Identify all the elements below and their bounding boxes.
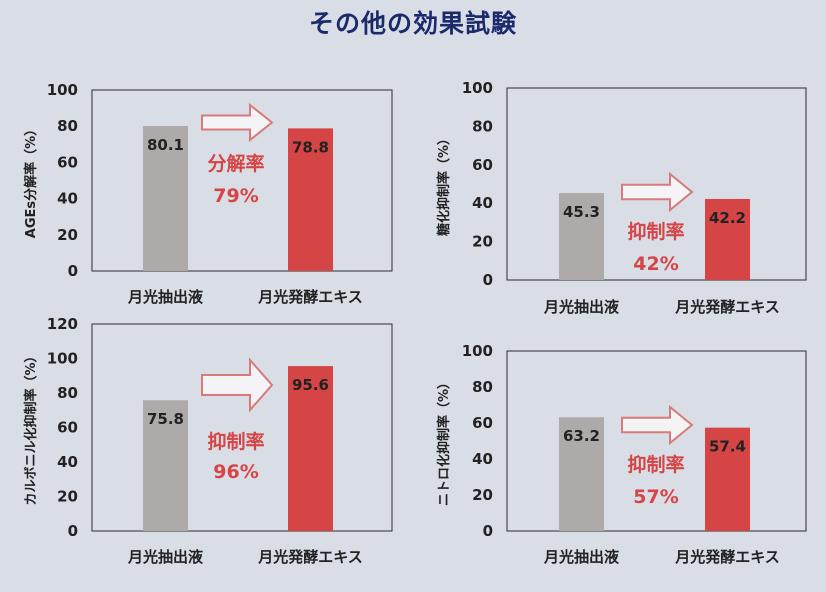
bar-value-label: 75.8	[147, 410, 184, 428]
y-tick-label: 80	[472, 117, 493, 135]
y-tick-label: 0	[483, 271, 493, 289]
bar-value-label: 42.2	[709, 209, 746, 227]
y-tick-label: 120	[47, 315, 78, 333]
category-label: 月光発酵エキス	[674, 298, 780, 316]
bar	[705, 198, 750, 280]
y-axis-label: ニトロ化抑制率（%）	[436, 376, 452, 506]
y-tick-label: 80	[57, 384, 78, 402]
chart-ages-decomposition: 0 20 40 60 80 100 AGEs分解率（%） 80.1 月光抽出液 78.8 月光発酵エ…	[23, 81, 393, 306]
chart-nitration-inhibition: 0 20 40 60 80 100 ニトロ化抑制率（%） 63.2 月光抽出液 57.4 月光発酵エ…	[436, 342, 807, 566]
y-tick-label: 20	[472, 233, 493, 251]
y-tick-label: 60	[472, 156, 493, 174]
y-tick-label: 40	[57, 453, 78, 471]
bar	[143, 400, 188, 531]
y-tick-label: 0	[68, 262, 78, 280]
y-axis-label: カルボニル化抑制率（%）	[23, 349, 39, 505]
arrow-icon	[201, 357, 274, 413]
annotation-label: 分解率	[207, 152, 264, 175]
category-label: 月光抽出液	[127, 548, 204, 566]
plot-frame	[91, 89, 393, 272]
plot-frame	[506, 87, 807, 281]
page-title: その他の効果試験	[308, 9, 517, 38]
y-tick-label: 100	[47, 350, 78, 368]
y-tick-label: 60	[472, 414, 493, 432]
y-tick-label: 80	[57, 117, 78, 135]
annotation-value: 96%	[213, 461, 258, 483]
annotation-value: 42%	[633, 253, 678, 275]
y-axis-label: 糖化抑制率（%）	[436, 132, 452, 236]
y-tick-label: 60	[57, 419, 78, 437]
plot-frame	[506, 350, 807, 532]
category-label: 月光発酵エキス	[257, 548, 363, 566]
bar-value-label: 78.8	[292, 138, 329, 156]
y-tick-label: 0	[483, 522, 493, 540]
annotation-label: 抑制率	[207, 430, 264, 453]
bar	[705, 427, 750, 531]
y-tick-label: 100	[462, 79, 493, 97]
y-tick-label: 40	[472, 450, 493, 468]
y-tick-label: 20	[57, 226, 78, 244]
bar	[143, 126, 188, 271]
y-tick-label: 80	[472, 378, 493, 396]
chart-carbonylation-inhibition: 0 20 40 60 80 100 120 カルボニル化抑制率（%） 75.8 月光抽出液 95.6…	[23, 315, 393, 566]
bar-value-label: 63.2	[563, 427, 600, 445]
annotation-value: 57%	[633, 486, 678, 508]
bar-value-label: 57.4	[709, 438, 746, 456]
y-tick-label: 100	[462, 342, 493, 360]
annotation-label: 抑制率	[627, 453, 684, 476]
y-axis-label: AGEs分解率（%）	[23, 123, 39, 238]
bar-value-label: 80.1	[147, 136, 184, 154]
y-tick-label: 40	[472, 194, 493, 212]
y-tick-label: 20	[472, 486, 493, 504]
bar	[559, 417, 604, 531]
y-tick-label: 0	[68, 522, 78, 540]
y-tick-label: 60	[57, 153, 78, 171]
bar	[288, 366, 333, 531]
arrow-icon	[621, 404, 694, 446]
annotation-label: 抑制率	[627, 220, 684, 243]
category-label: 月光発酵エキス	[674, 548, 780, 566]
y-tick-label: 100	[47, 81, 78, 99]
bar	[288, 128, 333, 271]
category-label: 月光抽出液	[543, 548, 620, 566]
bar-value-label: 95.6	[292, 376, 329, 394]
plot-frame	[91, 323, 393, 532]
y-tick-label: 20	[57, 488, 78, 506]
arrow-icon	[621, 171, 694, 213]
category-label: 月光抽出液	[127, 288, 204, 306]
bar-value-label: 45.3	[563, 203, 600, 221]
category-label: 月光発酵エキス	[257, 288, 363, 306]
bar	[559, 193, 604, 280]
annotation-value: 79%	[213, 185, 258, 207]
arrow-icon	[201, 102, 274, 143]
chart-glycation-inhibition: 0 20 40 60 80 100 糖化抑制率（%） 45.3 月光抽出液 42.2 月光発酵エキス…	[436, 79, 807, 316]
y-tick-label: 40	[57, 190, 78, 208]
category-label: 月光抽出液	[543, 298, 620, 316]
